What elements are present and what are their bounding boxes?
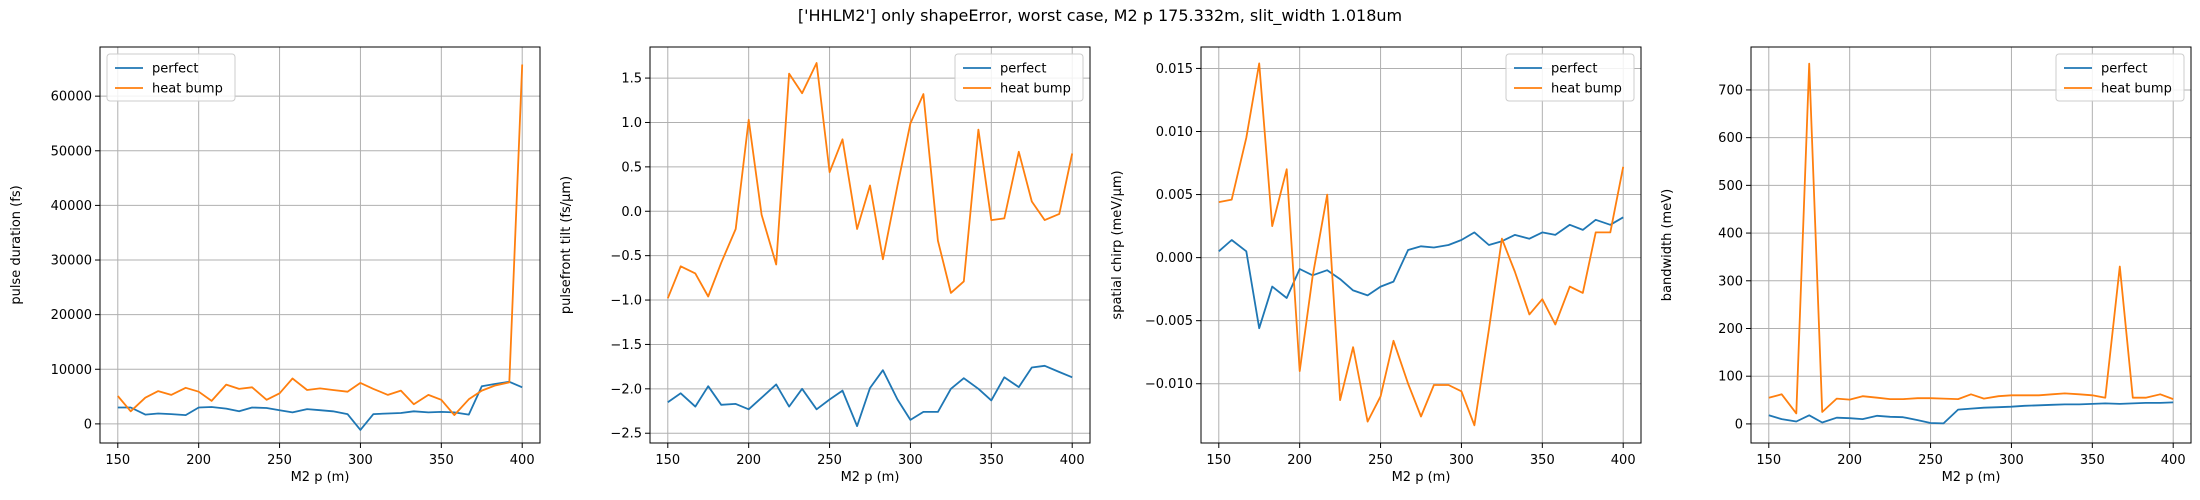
x-tick-label: 300 xyxy=(348,453,373,468)
y-tick-label: 50000 xyxy=(51,144,92,159)
y-tick-label: 0 xyxy=(1735,417,1743,432)
y-tick-label: −0.010 xyxy=(1145,377,1193,392)
x-tick-label: 250 xyxy=(267,453,292,468)
y-tick-label: 600 xyxy=(1718,131,1743,146)
y-tick-label: 1.5 xyxy=(621,72,642,87)
legend-label: perfect xyxy=(2101,62,2147,77)
x-tick-label: 150 xyxy=(1206,453,1231,468)
y-tick-label: −0.5 xyxy=(610,249,642,264)
x-tick-label: 400 xyxy=(1611,453,1636,468)
legend-label: perfect xyxy=(152,62,198,77)
legend-box xyxy=(106,53,236,102)
y-tick-label: 300 xyxy=(1718,274,1743,289)
x-axis-label: M2 p (m) xyxy=(1392,470,1451,485)
x-axis-label: M2 p (m) xyxy=(291,470,350,485)
legend: perfect heat bump xyxy=(1505,53,1635,102)
y-tick-label: 30000 xyxy=(51,254,92,269)
legend-label: perfect xyxy=(1551,62,1597,77)
x-tick-label: 200 xyxy=(1837,453,1862,468)
legend-label: heat bump xyxy=(2101,82,2172,97)
y-tick-label: −0.005 xyxy=(1145,314,1193,329)
x-tick-label: 350 xyxy=(2080,453,2105,468)
axes-frame xyxy=(649,46,1091,444)
legend: perfect heat bump xyxy=(106,53,236,102)
x-tick-label: 400 xyxy=(510,453,535,468)
x-tick-label: 150 xyxy=(1756,453,1781,468)
y-tick-label: 1.0 xyxy=(621,116,642,131)
perfect-series-line xyxy=(667,364,1073,428)
y-axis-label: spatial chirp (meV/μm) xyxy=(1110,170,1125,319)
legend-box xyxy=(1505,53,1635,102)
perfect-series-line xyxy=(1218,216,1624,330)
y-tick-label: 0.015 xyxy=(1156,62,1193,77)
perfect-series-line xyxy=(117,380,523,431)
x-axis-label: M2 p (m) xyxy=(1942,470,2001,485)
x-tick-label: 200 xyxy=(186,453,211,468)
x-tick-label: 250 xyxy=(1368,453,1393,468)
x-tick-label: 400 xyxy=(1060,453,1085,468)
chart-panel-2: 150 200 250 300 350 400 −2.5 −2.0 −1.5 −1.0 −0.5 0.… xyxy=(559,46,1091,485)
perfect-series-line xyxy=(1768,401,2174,425)
y-tick-label: 0.005 xyxy=(1156,188,1193,203)
heat-bump-series-line xyxy=(666,62,1074,299)
y-tick-label: 400 xyxy=(1718,227,1743,242)
heat-bump-series-line xyxy=(117,64,524,417)
y-axis-label: pulsefront tilt (fs/μm) xyxy=(559,176,574,314)
legend-label: heat bump xyxy=(1000,82,1071,97)
y-tick-label: 0.0 xyxy=(621,205,642,220)
y-tick-label: −2.0 xyxy=(610,382,642,397)
x-tick-label: 350 xyxy=(1530,453,1555,468)
chart-panel-4: 150 200 250 300 350 400 0 100 200 300 400 500 600 700… xyxy=(1660,46,2192,485)
chart-panel-1: 150 200 250 300 350 400 0 10000 20000 30000 40000 5… xyxy=(9,46,541,485)
heat-bump-series-line xyxy=(1218,62,1625,427)
x-tick-label: 400 xyxy=(2161,453,2186,468)
y-axis-label: bandwidth (meV) xyxy=(1660,189,1675,301)
y-tick-label: 20000 xyxy=(51,308,92,323)
y-tick-label: 200 xyxy=(1718,322,1743,337)
legend-box xyxy=(2055,53,2185,102)
legend-box xyxy=(954,53,1084,102)
y-tick-label: 0 xyxy=(84,417,92,432)
y-tick-label: 0.5 xyxy=(621,160,642,175)
y-tick-label: 0.010 xyxy=(1156,125,1193,140)
legend: perfect heat bump xyxy=(954,53,1084,102)
chart-panel-3: 150 200 250 300 350 400 −0.010 −0.005 0.000 0.005… xyxy=(1110,46,1642,485)
x-tick-label: 350 xyxy=(979,453,1004,468)
x-tick-label: 150 xyxy=(105,453,130,468)
legend-label: heat bump xyxy=(152,82,223,97)
x-axis-label: M2 p (m) xyxy=(841,470,900,485)
y-tick-label: −1.5 xyxy=(610,338,642,353)
heat-bump-series-line xyxy=(1768,62,2174,415)
legend: perfect heat bump xyxy=(2055,53,2185,102)
axes-frame xyxy=(1750,46,2192,444)
axes-frame xyxy=(1200,46,1642,444)
y-tick-label: −1.0 xyxy=(610,294,642,309)
y-tick-label: 10000 xyxy=(51,363,92,378)
legend-label: heat bump xyxy=(1551,82,1622,97)
y-tick-label: −2.5 xyxy=(610,427,642,442)
y-tick-label: 60000 xyxy=(51,90,92,105)
axes-frame xyxy=(99,46,541,444)
x-tick-label: 300 xyxy=(898,453,923,468)
x-tick-label: 300 xyxy=(1999,453,2024,468)
y-tick-label: 0.000 xyxy=(1156,251,1193,266)
figure-title: ['HHLM2'] only shapeError, worst case, M… xyxy=(797,6,1403,25)
y-tick-label: 700 xyxy=(1718,83,1743,98)
x-tick-label: 300 xyxy=(1449,453,1474,468)
y-tick-label: 40000 xyxy=(51,199,92,214)
y-axis-label: pulse duration (fs) xyxy=(9,185,24,304)
x-tick-label: 250 xyxy=(817,453,842,468)
x-tick-label: 200 xyxy=(1287,453,1312,468)
y-tick-label: 100 xyxy=(1718,370,1743,385)
x-tick-label: 150 xyxy=(655,453,680,468)
y-tick-label: 500 xyxy=(1718,179,1743,194)
x-tick-label: 250 xyxy=(1918,453,1943,468)
x-tick-label: 350 xyxy=(429,453,454,468)
x-tick-label: 200 xyxy=(736,453,761,468)
legend-label: perfect xyxy=(1000,62,1046,77)
